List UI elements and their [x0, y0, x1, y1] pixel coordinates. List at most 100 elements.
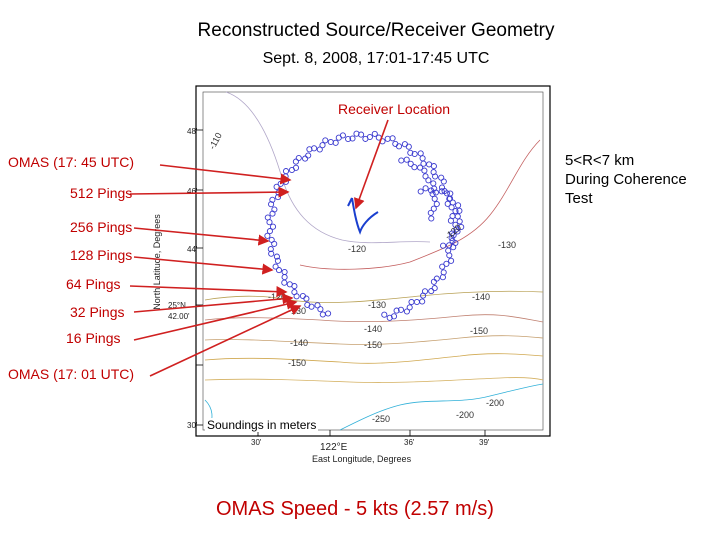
- range-note-line-3: Test: [565, 190, 593, 207]
- ping-marker: [353, 130, 360, 137]
- ship-track: [264, 130, 465, 321]
- arrow-512-pings: [129, 186, 290, 198]
- range-note-line-1: 5<R<7 km: [565, 152, 635, 169]
- ping-marker: [421, 167, 428, 174]
- contour-label-13: -150: [288, 358, 306, 368]
- ping-marker: [438, 188, 445, 195]
- ping-marker: [450, 232, 457, 239]
- ping-marker: [345, 135, 352, 143]
- ping-marker: [371, 130, 378, 137]
- soundings-note: Soundings in meters: [205, 418, 319, 432]
- arrow-64-pings: [129, 285, 288, 298]
- x-tick-2: 36': [404, 438, 415, 447]
- ping-marker: [264, 214, 271, 221]
- arrow-128-pings: [133, 256, 274, 275]
- contour-label-2: -120: [348, 244, 366, 254]
- ping-marker: [393, 307, 400, 314]
- ping-marker: [454, 213, 461, 220]
- ping-marker: [440, 178, 447, 185]
- label-omas-1745: OMAS (17: 45 UTC): [8, 154, 135, 170]
- ping-marker: [286, 281, 293, 288]
- contour-label-11: -150: [470, 326, 488, 336]
- ping-marker: [266, 228, 273, 235]
- ping-marker: [390, 313, 398, 320]
- contour-label-8: -140: [472, 292, 490, 302]
- x-axis-center-label: 122°E: [320, 442, 348, 453]
- contour-label-14: -200: [486, 398, 504, 408]
- ping-marker: [304, 301, 311, 308]
- ping-marker: [305, 152, 312, 159]
- ping-marker: [428, 288, 435, 295]
- ping-marker: [271, 206, 278, 213]
- ping-marker: [411, 164, 418, 171]
- ping-marker: [432, 173, 439, 180]
- ping-marker: [443, 190, 450, 197]
- ping-marker: [319, 142, 326, 149]
- ping-marker: [406, 304, 413, 311]
- ping-marker: [366, 133, 373, 141]
- ping-marker: [299, 292, 306, 300]
- ping-marker: [431, 185, 438, 192]
- ping-marker: [458, 223, 465, 231]
- label-omas-1701: OMAS (17: 01 UTC): [8, 366, 135, 382]
- ping-marker: [431, 195, 438, 202]
- ping-marker: [446, 195, 453, 202]
- ping-marker: [454, 228, 461, 235]
- ping-marker: [274, 257, 281, 264]
- map-frame: [195, 85, 551, 437]
- ping-marker: [269, 223, 277, 230]
- ping-marker: [322, 137, 329, 144]
- ping-marker: [449, 199, 456, 206]
- ping-marker: [389, 135, 396, 142]
- ping-marker: [439, 263, 446, 270]
- x-tick-3: 39': [479, 438, 490, 447]
- ping-marker: [267, 246, 274, 253]
- receiver-location-label: Receiver Location: [338, 101, 451, 117]
- ping-marker: [311, 145, 318, 152]
- y-tick-2: 46': [187, 187, 198, 196]
- ping-marker: [443, 260, 450, 267]
- ping-marker: [417, 164, 424, 171]
- ping-marker: [407, 160, 414, 167]
- ping-marker: [358, 131, 365, 138]
- ping-marker: [281, 268, 288, 276]
- range-note: 5<R<7 km During Coherence Test: [565, 151, 687, 208]
- border-ticks: [196, 129, 486, 436]
- ping-marker: [316, 146, 323, 153]
- arrow-32-pings: [133, 293, 294, 313]
- axis-tick-labels: 48' 46' 44' 25°N 42.00' 30' 30' 36' 39': [168, 127, 490, 447]
- ping-marker: [422, 185, 429, 192]
- receiver-track: [351, 197, 379, 235]
- ping-marker: [403, 156, 410, 163]
- ping-marker: [447, 217, 454, 224]
- label-16-pings: 16 Pings: [66, 330, 121, 346]
- y-tick-1: 48': [187, 127, 198, 136]
- ping-marker: [430, 278, 437, 285]
- arrow-256-pings: [133, 227, 270, 246]
- contour-label-15: -250: [372, 414, 390, 424]
- ping-marker: [428, 215, 435, 222]
- ping-marker: [420, 160, 427, 167]
- ping-marker: [446, 252, 453, 259]
- x-axis-label: East Longitude, Degrees: [312, 454, 412, 464]
- ping-marker: [411, 150, 418, 158]
- ping-marker: [405, 143, 412, 150]
- y-center-sub: 42.00': [168, 312, 190, 321]
- y-axis-label: North Latitude, Degrees: [152, 214, 162, 310]
- ping-marker: [448, 257, 455, 264]
- ping-marker: [332, 139, 339, 146]
- y-tick-3: 44': [187, 245, 198, 254]
- ping-marker: [455, 202, 462, 209]
- speed-note: OMAS Speed - 5 kts (2.57 m/s): [216, 498, 494, 520]
- ping-marker: [314, 302, 321, 309]
- ping-marker: [431, 285, 438, 292]
- ping-marker: [408, 298, 415, 306]
- label-512-pings: 512 Pings: [70, 185, 133, 201]
- ping-marker: [292, 158, 299, 165]
- y-center-label: 25°N: [168, 301, 186, 310]
- ping-marker: [292, 164, 300, 171]
- ping-marker: [422, 173, 429, 180]
- map-inner-frame: [202, 91, 544, 431]
- ping-marker: [381, 311, 388, 318]
- label-64-pings: 64 Pings: [66, 276, 121, 292]
